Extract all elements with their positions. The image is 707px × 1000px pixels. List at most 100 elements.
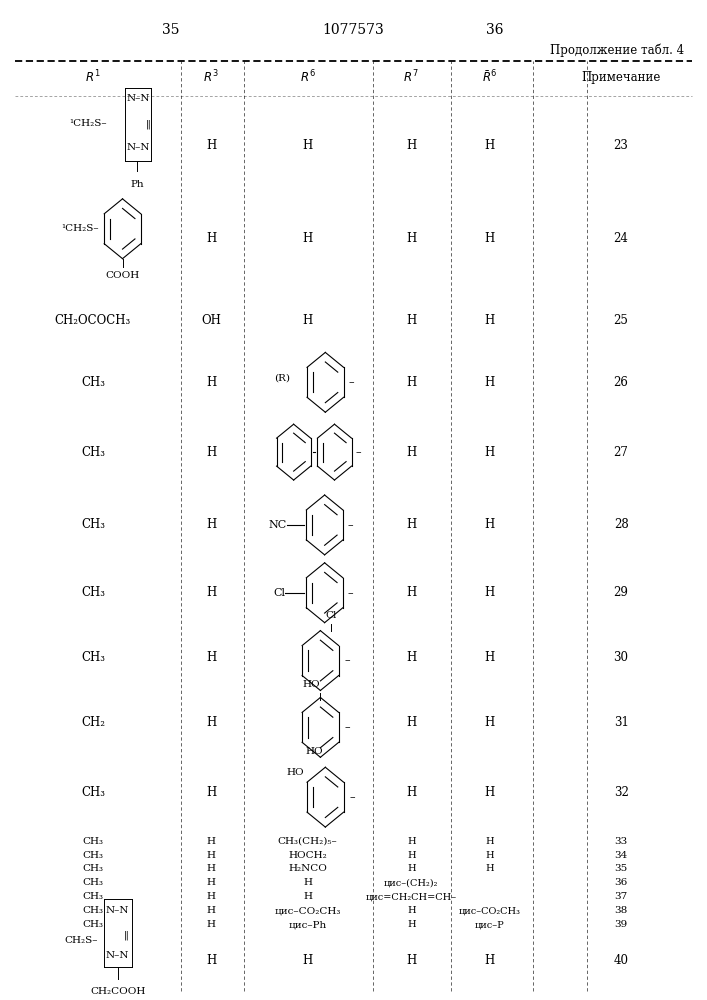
Text: H: H <box>484 314 494 327</box>
Text: 40: 40 <box>614 954 629 967</box>
Text: CH₃: CH₃ <box>81 786 105 799</box>
Text: H: H <box>303 878 312 887</box>
Text: H: H <box>407 864 416 873</box>
Text: CH₃: CH₃ <box>81 651 105 664</box>
Text: H: H <box>206 651 216 664</box>
Text: 28: 28 <box>614 518 629 531</box>
Text: 38: 38 <box>614 906 628 915</box>
Text: H: H <box>206 864 216 873</box>
Text: 29: 29 <box>614 586 629 599</box>
Text: 35: 35 <box>162 23 179 37</box>
Text: 23: 23 <box>614 139 629 152</box>
Text: H: H <box>206 586 216 599</box>
Text: HO: HO <box>306 747 324 756</box>
Text: H: H <box>407 920 416 929</box>
Text: 33: 33 <box>614 837 628 846</box>
Text: цис–P: цис–P <box>474 920 504 929</box>
Text: H: H <box>406 376 416 389</box>
Text: ¹CH₂S–: ¹CH₂S– <box>69 119 107 128</box>
Text: H: H <box>407 906 416 915</box>
Text: H: H <box>206 232 216 245</box>
Text: ‖: ‖ <box>124 930 129 940</box>
Text: HOCH₂: HOCH₂ <box>288 851 327 860</box>
Text: H: H <box>206 837 216 846</box>
Text: COOH: COOH <box>105 271 140 280</box>
Text: H: H <box>484 376 494 389</box>
Text: H: H <box>485 851 493 860</box>
Text: CH₃: CH₃ <box>83 878 103 887</box>
Text: HO: HO <box>286 768 304 777</box>
Text: H: H <box>484 446 494 459</box>
Text: H: H <box>406 786 416 799</box>
Text: H: H <box>206 716 216 729</box>
Text: 27: 27 <box>614 446 629 459</box>
Text: H: H <box>303 139 313 152</box>
Text: –: – <box>349 377 354 387</box>
Text: ‖: ‖ <box>146 119 151 129</box>
Text: H: H <box>206 851 216 860</box>
Text: H: H <box>484 586 494 599</box>
Text: Cl: Cl <box>273 588 285 598</box>
Text: H: H <box>485 864 493 873</box>
Text: цис–(CH₂)₂: цис–(CH₂)₂ <box>384 878 438 887</box>
Text: H: H <box>406 651 416 664</box>
Text: 37: 37 <box>614 892 628 901</box>
Text: H: H <box>406 716 416 729</box>
Text: CH₃: CH₃ <box>81 586 105 599</box>
Text: цис=CH₂CH=CH–: цис=CH₂CH=CH– <box>366 892 457 901</box>
Text: 1077573: 1077573 <box>322 23 385 37</box>
Text: цис–CO₂CH₃: цис–CO₂CH₃ <box>458 906 520 915</box>
Text: H: H <box>484 786 494 799</box>
Text: CH₂OCOCH₃: CH₂OCOCH₃ <box>55 314 131 327</box>
Text: CH₃: CH₃ <box>81 376 105 389</box>
Text: (R): (R) <box>274 374 290 383</box>
Text: H: H <box>303 954 313 967</box>
Text: $R^7$: $R^7$ <box>404 69 419 85</box>
Text: N–N: N–N <box>106 906 129 915</box>
Text: CH₂COOH: CH₂COOH <box>90 987 145 996</box>
Text: CH₃: CH₃ <box>83 892 103 901</box>
Text: ¹CH₂S–: ¹CH₂S– <box>62 224 99 233</box>
Text: 34: 34 <box>614 851 628 860</box>
Text: 30: 30 <box>614 651 629 664</box>
Text: CH₂: CH₂ <box>81 716 105 729</box>
Text: NC: NC <box>269 520 286 530</box>
Text: –: – <box>350 792 356 802</box>
Text: –: – <box>344 722 350 732</box>
Text: H: H <box>406 586 416 599</box>
Text: $\bar{R}^6$: $\bar{R}^6$ <box>482 69 497 85</box>
Text: H: H <box>406 139 416 152</box>
Text: 35: 35 <box>614 864 628 873</box>
Text: H: H <box>206 954 216 967</box>
Text: CH₃: CH₃ <box>83 837 103 846</box>
Text: CH₂S–: CH₂S– <box>65 936 98 945</box>
Text: $R^6$: $R^6$ <box>300 69 315 85</box>
Text: N–N: N–N <box>127 94 151 103</box>
Text: –: – <box>348 520 354 530</box>
Text: 25: 25 <box>614 314 629 327</box>
Text: $R^3$: $R^3$ <box>204 69 219 85</box>
Text: цис–CO₂CH₃: цис–CO₂CH₃ <box>274 906 341 915</box>
Text: 26: 26 <box>614 376 629 389</box>
Text: H: H <box>206 786 216 799</box>
Text: Ph: Ph <box>131 180 144 189</box>
Text: H: H <box>303 314 313 327</box>
Text: HO: HO <box>303 680 320 689</box>
Text: H: H <box>484 716 494 729</box>
Text: CH₃: CH₃ <box>81 518 105 531</box>
Text: $R^1$: $R^1$ <box>85 69 100 85</box>
Text: 36: 36 <box>486 23 503 37</box>
Text: H: H <box>206 376 216 389</box>
Text: H: H <box>407 837 416 846</box>
Text: 24: 24 <box>614 232 629 245</box>
Text: –: – <box>348 588 354 598</box>
Text: H: H <box>303 892 312 901</box>
Text: H: H <box>485 837 493 846</box>
Text: 39: 39 <box>614 920 628 929</box>
Text: H: H <box>206 139 216 152</box>
Text: H: H <box>484 518 494 531</box>
Text: CH₃: CH₃ <box>83 851 103 860</box>
Text: H: H <box>206 892 216 901</box>
Text: H: H <box>406 954 416 967</box>
Text: 36: 36 <box>614 878 628 887</box>
